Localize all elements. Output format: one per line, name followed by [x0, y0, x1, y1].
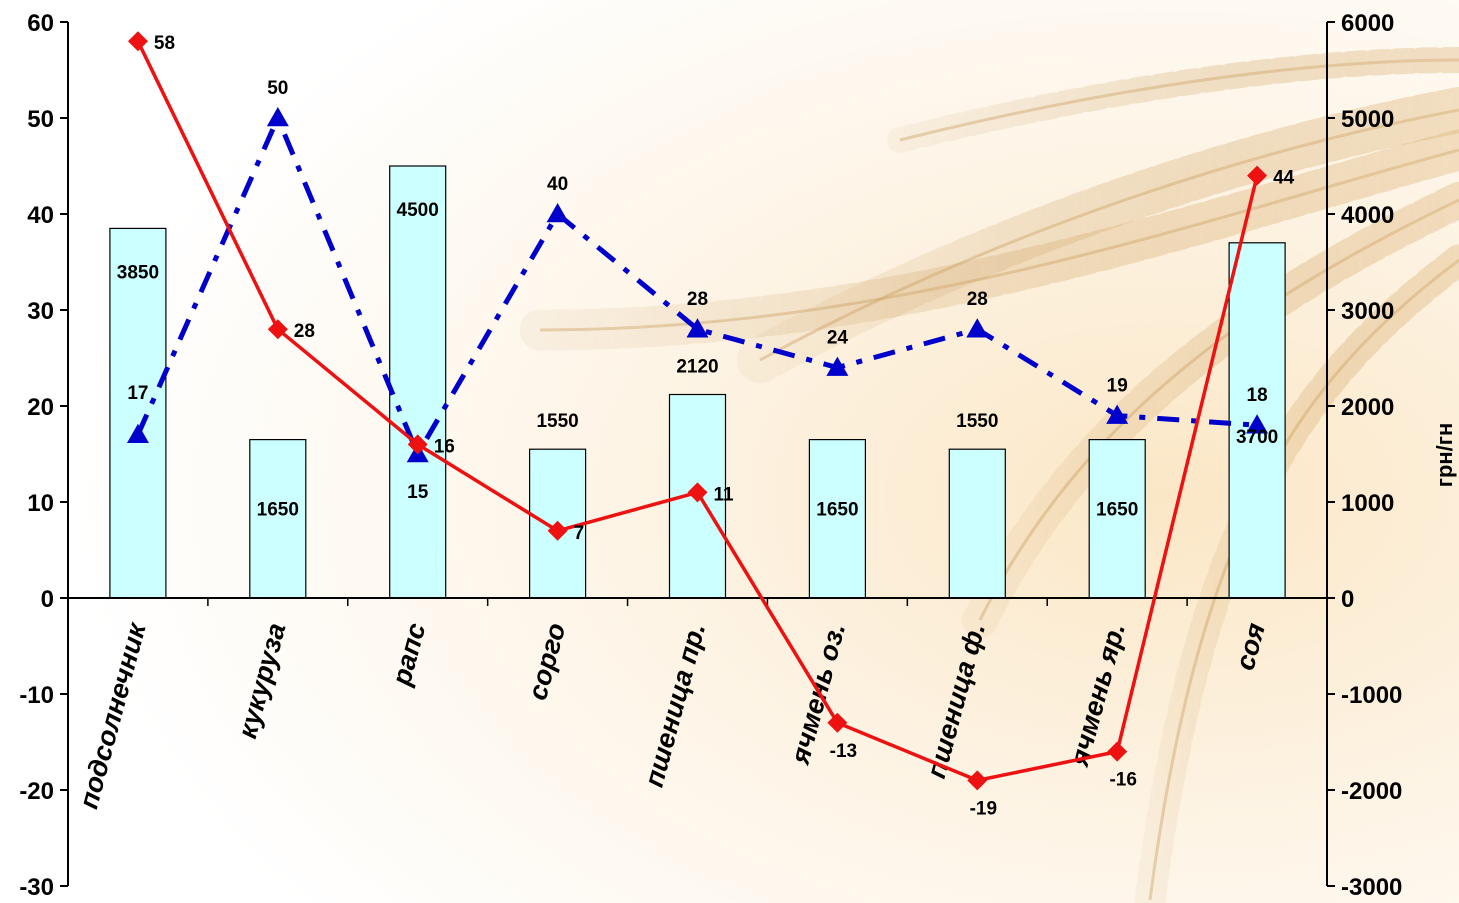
left-tick-label: 10: [27, 490, 54, 517]
right-tick-label: 6000: [1341, 10, 1394, 37]
diamond-marker: [127, 31, 148, 52]
right-tick-label: 3000: [1341, 298, 1394, 325]
line-data-label: 28: [687, 289, 708, 310]
line-data-label: 7: [574, 523, 585, 544]
right-tick-label: -2000: [1341, 778, 1402, 805]
triangle-marker: [546, 203, 569, 223]
right-tick-label: 2000: [1341, 394, 1394, 421]
line-data-label: 18: [1247, 385, 1268, 406]
line-data-label: 28: [294, 321, 315, 342]
triangle-marker: [1246, 414, 1269, 434]
left-tick-label: 50: [27, 106, 54, 133]
line-data-label: 15: [407, 482, 429, 503]
bar-data-label: 1550: [536, 411, 578, 432]
line-data-label: 58: [154, 33, 175, 54]
line-data-label: 16: [434, 436, 455, 457]
triangle-marker: [966, 318, 989, 338]
bar: [389, 165, 447, 599]
wheat-ear: [962, 182, 1459, 638]
bar-data-label: 2120: [676, 357, 718, 378]
bar-data-label: 1550: [956, 411, 998, 432]
line-data-label: 50: [267, 78, 288, 99]
right-tick-label: 5000: [1341, 106, 1394, 133]
left-tick-label: -30: [19, 874, 54, 901]
line-series: [126, 31, 1269, 791]
line-data-label: 17: [127, 383, 148, 404]
left-tick-label: -10: [19, 682, 54, 709]
line-data-label: 28: [967, 289, 988, 310]
diamond-marker: [827, 712, 848, 733]
line-data-label: -19: [970, 798, 997, 819]
data-labels: 17 50 15 40 28 24 28 19 18 58 28 16 7 11 -13 -19 -16 44 38…: [117, 33, 1295, 819]
diamond-marker: [1247, 165, 1268, 186]
triangle-marker: [686, 318, 709, 338]
bar-data-label: 1650: [816, 500, 858, 521]
bar: [948, 448, 1006, 599]
right-tick-label: -3000: [1341, 874, 1402, 901]
bar-data-label: 3850: [117, 262, 159, 283]
right-tick-label: 0: [1341, 586, 1354, 613]
diamond-marker: [547, 520, 568, 541]
diamond-marker: [267, 319, 288, 340]
right-tick-label: 1000: [1341, 490, 1394, 517]
triangle-marker: [1106, 404, 1129, 424]
right-tick-label: -1000: [1341, 682, 1402, 709]
bar-data-label: 4500: [397, 200, 439, 221]
line-data-label: 40: [547, 174, 568, 195]
right-tick-label: 4000: [1341, 202, 1394, 229]
series-line: [135, 115, 1258, 457]
bar: [1088, 439, 1146, 599]
wheat-ear: [887, 47, 1459, 153]
left-tick-label: -20: [19, 778, 54, 805]
left-tick-label: 30: [27, 298, 54, 325]
diamond-marker: [1107, 741, 1128, 762]
line-data-label: 11: [714, 484, 735, 505]
bar-series: [109, 165, 1286, 599]
triangle-marker: [826, 356, 849, 376]
left-tick-label: 60: [27, 10, 54, 37]
bar: [109, 227, 167, 599]
bar-data-label: 1650: [1096, 500, 1138, 521]
diamond-marker: [967, 770, 988, 791]
triangle-marker: [266, 107, 289, 127]
line-data-label: 19: [1107, 376, 1128, 397]
line-data-label: -16: [1109, 770, 1136, 791]
right-axis-title: грн/гн: [1432, 423, 1457, 487]
left-tick-label: 20: [27, 394, 54, 421]
left-tick-label: 0: [41, 586, 54, 613]
line-data-label: 44: [1273, 168, 1295, 189]
bar-data-label: 3700: [1236, 427, 1278, 448]
diamond-marker: [407, 434, 428, 455]
left-tick-label: 40: [27, 202, 54, 229]
diamond-marker: [687, 482, 708, 503]
line-data-label: 24: [827, 328, 849, 349]
bar-data-label: 1650: [257, 500, 299, 521]
triangle-marker: [126, 423, 149, 444]
line-data-label: -13: [830, 741, 857, 762]
